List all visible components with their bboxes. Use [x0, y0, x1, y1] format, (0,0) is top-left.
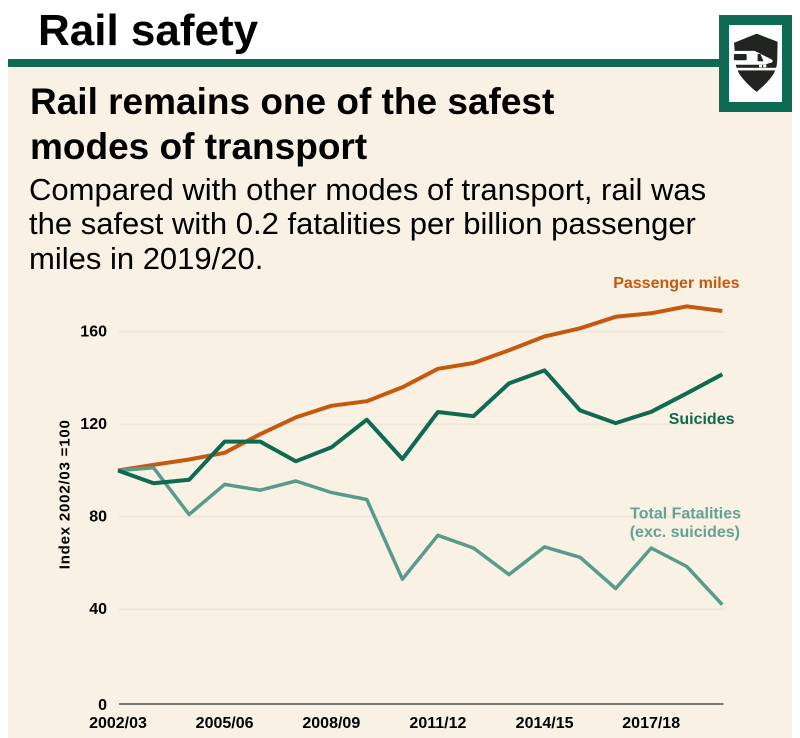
- svg-text:120: 120: [80, 416, 107, 433]
- svg-text:2011/12: 2011/12: [409, 715, 466, 732]
- svg-text:2014/15: 2014/15: [516, 715, 574, 732]
- svg-text:80: 80: [89, 509, 107, 526]
- svg-text:Total Fatalities: Total Fatalities: [630, 505, 741, 522]
- svg-text:2017/18: 2017/18: [622, 715, 680, 732]
- svg-text:2002/03: 2002/03: [89, 715, 147, 732]
- svg-text:2005/06: 2005/06: [196, 715, 254, 732]
- svg-text:160: 160: [80, 324, 107, 341]
- svg-text:0: 0: [98, 697, 107, 714]
- svg-text:40: 40: [89, 601, 107, 618]
- svg-text:Index 2002/03 =100: Index 2002/03 =100: [56, 419, 73, 569]
- svg-text:Passenger miles: Passenger miles: [613, 275, 739, 292]
- svg-text:2008/09: 2008/09: [302, 715, 360, 732]
- svg-text:Suicides: Suicides: [669, 411, 735, 428]
- svg-text:(exc. suicides): (exc. suicides): [630, 524, 740, 541]
